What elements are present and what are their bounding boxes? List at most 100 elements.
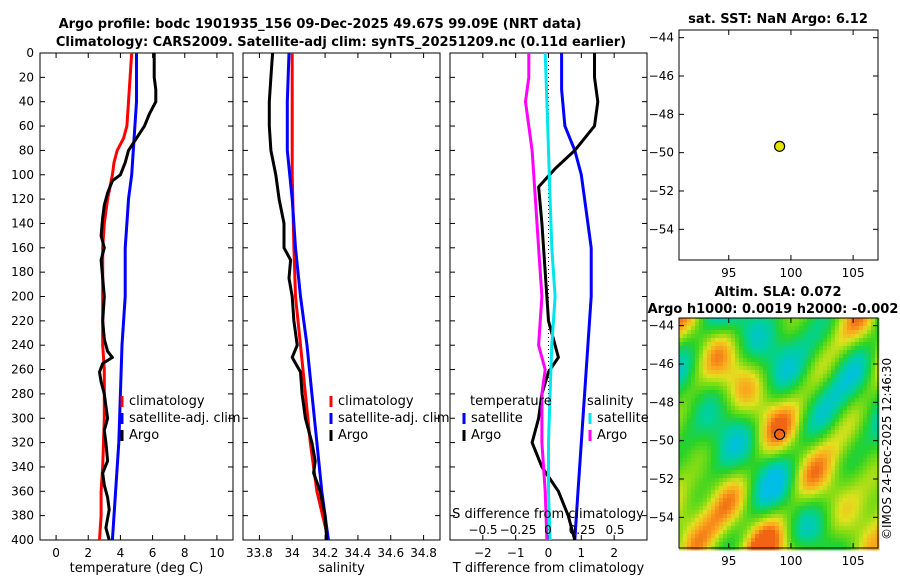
sla-cell (759, 410, 764, 415)
sla-cell (679, 538, 684, 543)
sla-cell (831, 510, 836, 515)
sla-cell (855, 490, 860, 495)
sla-cell (723, 386, 728, 391)
sla-cell (807, 438, 812, 443)
sla-cell (715, 430, 720, 435)
sla-cell (831, 354, 836, 359)
sla-cell (787, 330, 792, 335)
y-tick-label: 160 (11, 241, 34, 255)
sla-cell (847, 338, 852, 343)
sla-cell (791, 338, 796, 343)
sla-cell (827, 374, 832, 379)
sla-cell (707, 434, 712, 439)
sla-cell (679, 514, 684, 519)
sla-cell (727, 442, 732, 447)
sla-cell (863, 438, 868, 443)
sla-cell (799, 470, 804, 475)
sla-cell (799, 478, 804, 483)
sla-cell (679, 418, 684, 423)
sla-cell (763, 386, 768, 391)
sla-cell (859, 462, 864, 467)
sla-cell (723, 394, 728, 399)
sla-cell (751, 326, 756, 331)
sla-cell (743, 358, 748, 363)
sla-cell (859, 514, 864, 519)
sla-cell (783, 446, 788, 451)
y-tick-label: 260 (11, 363, 34, 377)
sla-cell (759, 482, 764, 487)
sla-cell (719, 418, 724, 423)
sla-cell (771, 318, 776, 323)
sla-cell (843, 394, 848, 399)
sla-cell (723, 346, 728, 351)
sla-cell (871, 326, 876, 331)
sla-cell (699, 410, 704, 415)
sla-cell (855, 346, 860, 351)
sla-cell (779, 542, 784, 547)
sla-cell (735, 338, 740, 343)
sla-cell (771, 538, 776, 543)
sla-cell (723, 450, 728, 455)
sla-cell (711, 382, 716, 387)
sla-cell (847, 494, 852, 499)
sla-cell (743, 494, 748, 499)
sla-cell (707, 346, 712, 351)
sla-cell (835, 518, 840, 523)
sla-cell (811, 350, 816, 355)
sla-cell (875, 462, 880, 467)
sla-cell (719, 350, 724, 355)
sla-cell (711, 462, 716, 467)
sla-cell (687, 522, 692, 527)
sla-cell (711, 362, 716, 367)
sla-cell (683, 498, 688, 503)
sla-cell (767, 422, 772, 427)
sla-cell (859, 434, 864, 439)
sla-cell (791, 366, 796, 371)
sla-cell (691, 318, 696, 323)
sla-cell (811, 514, 816, 519)
sla-cell (791, 474, 796, 479)
sla-cell (867, 402, 872, 407)
sla-cell (715, 442, 720, 447)
sla-cell (711, 530, 716, 535)
sla-cell (827, 494, 832, 499)
sla-cell (699, 434, 704, 439)
sla-cell (731, 362, 736, 367)
sla-cell (811, 458, 816, 463)
sla-cell (823, 426, 828, 431)
sla-cell (747, 362, 752, 367)
sla-cell (731, 342, 736, 347)
sla-cell (739, 386, 744, 391)
sla-cell (759, 502, 764, 507)
figure-title-line1: Argo profile: bodc 1901935_156 09-Dec-20… (59, 17, 582, 32)
sla-cell (827, 434, 832, 439)
sla-cell (799, 374, 804, 379)
sla-cell (695, 462, 700, 467)
sla-cell (827, 390, 832, 395)
sla-cell (839, 354, 844, 359)
sla-cell (839, 402, 844, 407)
sla-cell (839, 486, 844, 491)
sla-cell (679, 466, 684, 471)
sla-cell (695, 454, 700, 459)
sla-cell (859, 390, 864, 395)
sla-cell (695, 446, 700, 451)
sla-cell (771, 426, 776, 431)
sla-cell (811, 446, 816, 451)
sla-cell (775, 470, 780, 475)
sla-cell (715, 358, 720, 363)
sla-cell (835, 442, 840, 447)
sla-cell (775, 378, 780, 383)
sla-cell (739, 330, 744, 335)
sla-cell (791, 510, 796, 515)
sla-cell (831, 374, 836, 379)
sla-cell (843, 422, 848, 427)
sla-cell (747, 478, 752, 483)
sla-cell (787, 422, 792, 427)
sla-cell (855, 342, 860, 347)
sla-cell (715, 370, 720, 375)
sla-cell (867, 422, 872, 427)
sla-cell (867, 322, 872, 327)
sla-cell (783, 482, 788, 487)
sla-cell (759, 442, 764, 447)
